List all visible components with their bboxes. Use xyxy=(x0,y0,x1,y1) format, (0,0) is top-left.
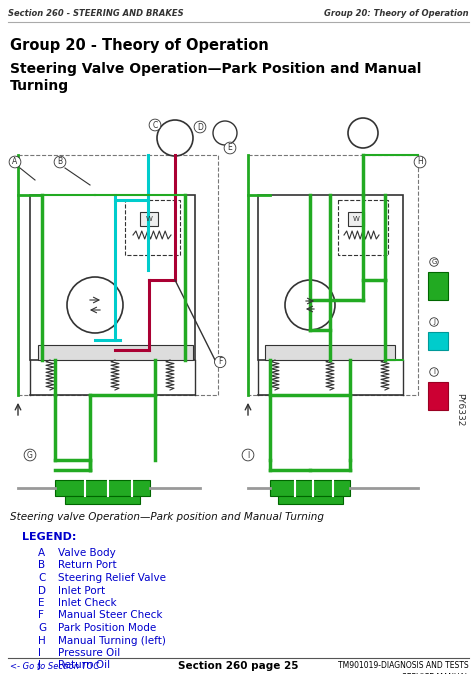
Text: Steering Relief Valve: Steering Relief Valve xyxy=(58,573,166,583)
Text: Valve Body: Valve Body xyxy=(58,548,116,558)
Text: Return Oil: Return Oil xyxy=(58,661,110,671)
Text: I: I xyxy=(247,450,248,460)
Bar xyxy=(140,212,158,226)
Text: Section 260 - STEERING AND BRAKES: Section 260 - STEERING AND BRAKES xyxy=(8,9,183,18)
Text: Section 260 page 25: Section 260 page 25 xyxy=(178,661,298,671)
Text: Inlet Check: Inlet Check xyxy=(58,598,116,608)
Text: W: W xyxy=(352,216,359,222)
Bar xyxy=(30,195,195,360)
Bar xyxy=(427,382,447,410)
Circle shape xyxy=(213,121,237,145)
Circle shape xyxy=(347,118,377,148)
Text: LEGEND:: LEGEND: xyxy=(22,532,76,542)
Text: Manual Steer Check: Manual Steer Check xyxy=(58,611,162,621)
Text: A: A xyxy=(38,548,45,558)
Text: <- Go to Section TOC: <- Go to Section TOC xyxy=(10,662,99,671)
Bar xyxy=(347,212,363,226)
Text: D: D xyxy=(38,586,46,596)
Text: J: J xyxy=(38,661,41,671)
Bar xyxy=(125,200,179,255)
Text: Steering valve Operation—Park position and Manual Turning: Steering valve Operation—Park position a… xyxy=(10,512,323,522)
Text: C: C xyxy=(38,573,45,583)
Text: G: G xyxy=(430,259,436,265)
Text: Inlet Port: Inlet Port xyxy=(58,586,105,596)
Text: F: F xyxy=(218,357,222,367)
Text: D: D xyxy=(197,123,202,131)
Text: PY6332: PY6332 xyxy=(455,394,464,427)
Text: J: J xyxy=(432,319,434,325)
Bar xyxy=(269,480,349,496)
Text: F: F xyxy=(38,611,44,621)
Text: I: I xyxy=(432,369,434,375)
Circle shape xyxy=(157,120,193,156)
Bar xyxy=(265,345,394,360)
Text: Park Position Mode: Park Position Mode xyxy=(58,623,156,633)
Bar xyxy=(337,200,387,255)
Text: H: H xyxy=(416,158,422,166)
Bar xyxy=(55,480,149,496)
Text: W: W xyxy=(145,216,152,222)
Bar xyxy=(18,155,218,395)
Bar xyxy=(38,345,193,360)
Text: Group 20 - Theory of Operation: Group 20 - Theory of Operation xyxy=(10,38,268,53)
Bar xyxy=(65,496,140,504)
Bar xyxy=(248,155,417,395)
Text: G: G xyxy=(27,450,33,460)
Text: B: B xyxy=(38,561,45,570)
Text: Pressure Oil: Pressure Oil xyxy=(58,648,120,658)
Bar xyxy=(258,195,402,360)
Bar xyxy=(427,332,447,350)
Text: C: C xyxy=(152,121,157,129)
Text: TM901019-DIAGNOSIS AND TESTS
SERVICE MANUAL: TM901019-DIAGNOSIS AND TESTS SERVICE MAN… xyxy=(337,661,468,674)
Text: E: E xyxy=(227,144,232,152)
Text: Manual Turning (left): Manual Turning (left) xyxy=(58,636,166,646)
Text: B: B xyxy=(57,158,62,166)
Text: Group 20: Theory of Operation: Group 20: Theory of Operation xyxy=(324,9,468,18)
Text: H: H xyxy=(38,636,46,646)
Text: Return Port: Return Port xyxy=(58,561,116,570)
Text: G: G xyxy=(38,623,46,633)
Text: E: E xyxy=(38,598,44,608)
Bar xyxy=(427,272,447,300)
Text: I: I xyxy=(38,648,41,658)
Text: Steering Valve Operation—Park Position and Manual
Turning: Steering Valve Operation—Park Position a… xyxy=(10,62,420,93)
Text: A: A xyxy=(12,158,18,166)
Bar xyxy=(278,496,342,504)
